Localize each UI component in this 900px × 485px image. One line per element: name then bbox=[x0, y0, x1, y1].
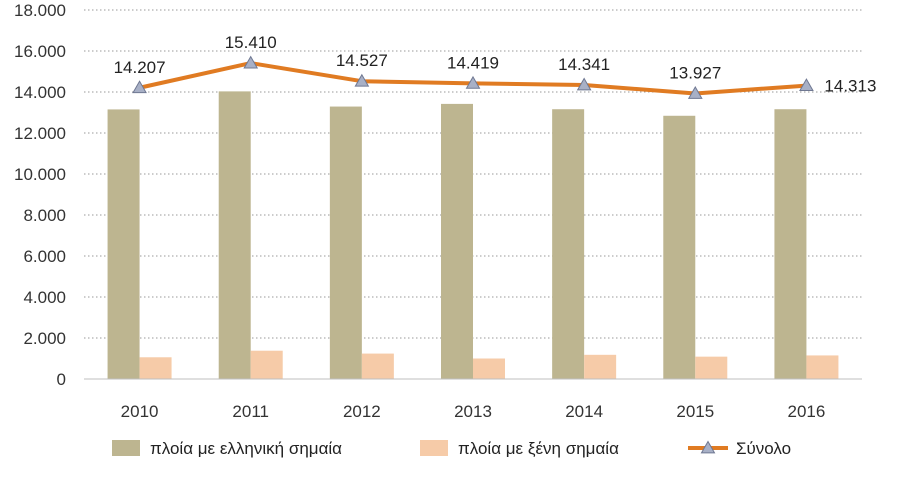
bar-greek-flag bbox=[552, 109, 585, 379]
y-tick-label: 4.000 bbox=[23, 288, 66, 307]
legend-label-greek-flag: πλοία με ελληνική σημαία bbox=[150, 439, 342, 458]
legend-label-foreign-flag: πλοία με ξένη σημαία bbox=[458, 439, 619, 458]
total-line bbox=[132, 55, 814, 99]
y-tick-label: 18.000 bbox=[14, 1, 66, 20]
bar-foreign-flag bbox=[139, 357, 172, 379]
total-point bbox=[687, 85, 703, 99]
bar-foreign-flag bbox=[695, 356, 728, 379]
bar-greek-flag bbox=[663, 115, 696, 379]
legend: πλοία με ελληνική σημαία πλοία με ξένη ση… bbox=[112, 439, 791, 458]
x-tick-label: 2012 bbox=[343, 402, 381, 421]
y-tick-label: 14.000 bbox=[14, 83, 66, 102]
y-tick-label: 2.000 bbox=[23, 329, 66, 348]
legend-swatch-greek-flag bbox=[112, 440, 140, 456]
bars bbox=[107, 91, 839, 380]
total-point bbox=[799, 78, 814, 91]
total-point bbox=[132, 80, 147, 94]
y-tick-label: 6.000 bbox=[23, 247, 66, 266]
y-tick-label: 12.000 bbox=[14, 124, 66, 143]
total-point bbox=[354, 73, 370, 87]
bar-greek-flag bbox=[107, 109, 140, 380]
legend-swatch-foreign-flag bbox=[420, 440, 448, 456]
total-data-label: 15.410 bbox=[225, 33, 277, 52]
x-tick-label: 2016 bbox=[788, 402, 826, 421]
bar-greek-flag bbox=[329, 106, 362, 380]
y-tick-label: 0 bbox=[57, 370, 66, 389]
x-tick-label: 2015 bbox=[676, 402, 714, 421]
legend-swatch-total-marker bbox=[700, 440, 716, 454]
bar-greek-flag bbox=[441, 103, 473, 379]
bar-foreign-flag bbox=[473, 358, 505, 379]
y-tick-label: 8.000 bbox=[23, 206, 66, 225]
y-tick-label: 10.000 bbox=[14, 165, 66, 184]
total-data-label: 13.927 bbox=[669, 63, 721, 82]
bar-foreign-flag bbox=[250, 350, 283, 379]
x-tick-label: 2010 bbox=[121, 402, 159, 421]
data-labels: 14.207 15.410 14.527 14.419 14.341 13.927 14.3… bbox=[114, 33, 877, 95]
bar-foreign-flag bbox=[361, 353, 394, 379]
total-point bbox=[465, 75, 481, 89]
bar-foreign-flag bbox=[584, 354, 617, 379]
x-tick-label: 2013 bbox=[454, 402, 492, 421]
total-data-label: 14.527 bbox=[336, 51, 388, 70]
bar-foreign-flag bbox=[806, 355, 839, 379]
x-tick-label: 2014 bbox=[565, 402, 603, 421]
total-data-label: 14.207 bbox=[114, 58, 166, 77]
x-tick-label: 2011 bbox=[232, 402, 269, 421]
total-point bbox=[243, 55, 259, 69]
bar-greek-flag bbox=[774, 109, 807, 379]
total-data-label: 14.419 bbox=[447, 53, 499, 72]
x-axis: 2010 2011 2012 2013 2014 2015 2016 bbox=[84, 378, 862, 421]
y-tick-label: 16.000 bbox=[14, 42, 66, 61]
bar-greek-flag bbox=[218, 91, 251, 379]
y-axis: 0 2.000 4.000 6.000 8.000 10.000 12.000 14.000 1… bbox=[14, 1, 66, 389]
total-point bbox=[576, 77, 592, 91]
total-data-label: 14.313 bbox=[824, 77, 876, 96]
legend-label-total: Σύνολο bbox=[736, 439, 791, 458]
total-data-label: 14.341 bbox=[558, 55, 610, 74]
